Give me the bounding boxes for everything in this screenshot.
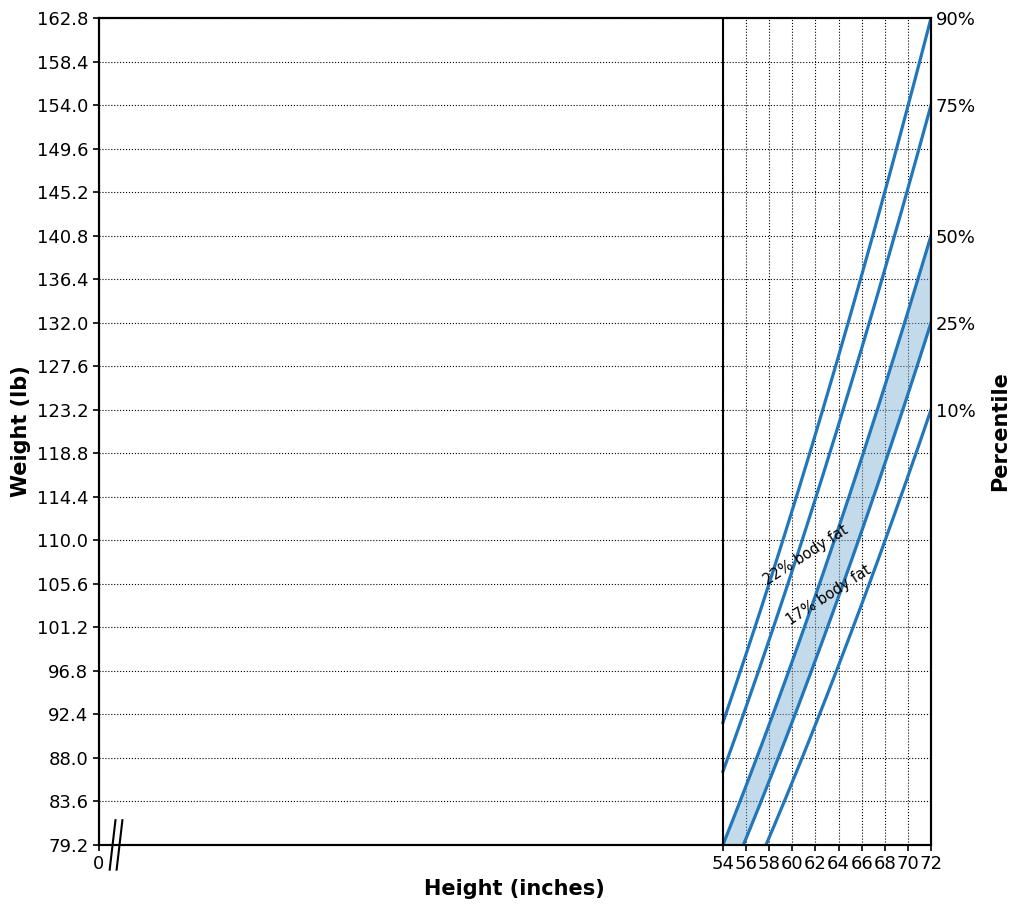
Text: 17% body fat: 17% body fat	[784, 561, 874, 628]
Y-axis label: Percentile: Percentile	[990, 371, 1010, 491]
Y-axis label: Weight (lb): Weight (lb)	[11, 366, 31, 498]
Text: 22% body fat: 22% body fat	[761, 522, 852, 588]
X-axis label: Height (inches): Height (inches)	[425, 879, 605, 899]
